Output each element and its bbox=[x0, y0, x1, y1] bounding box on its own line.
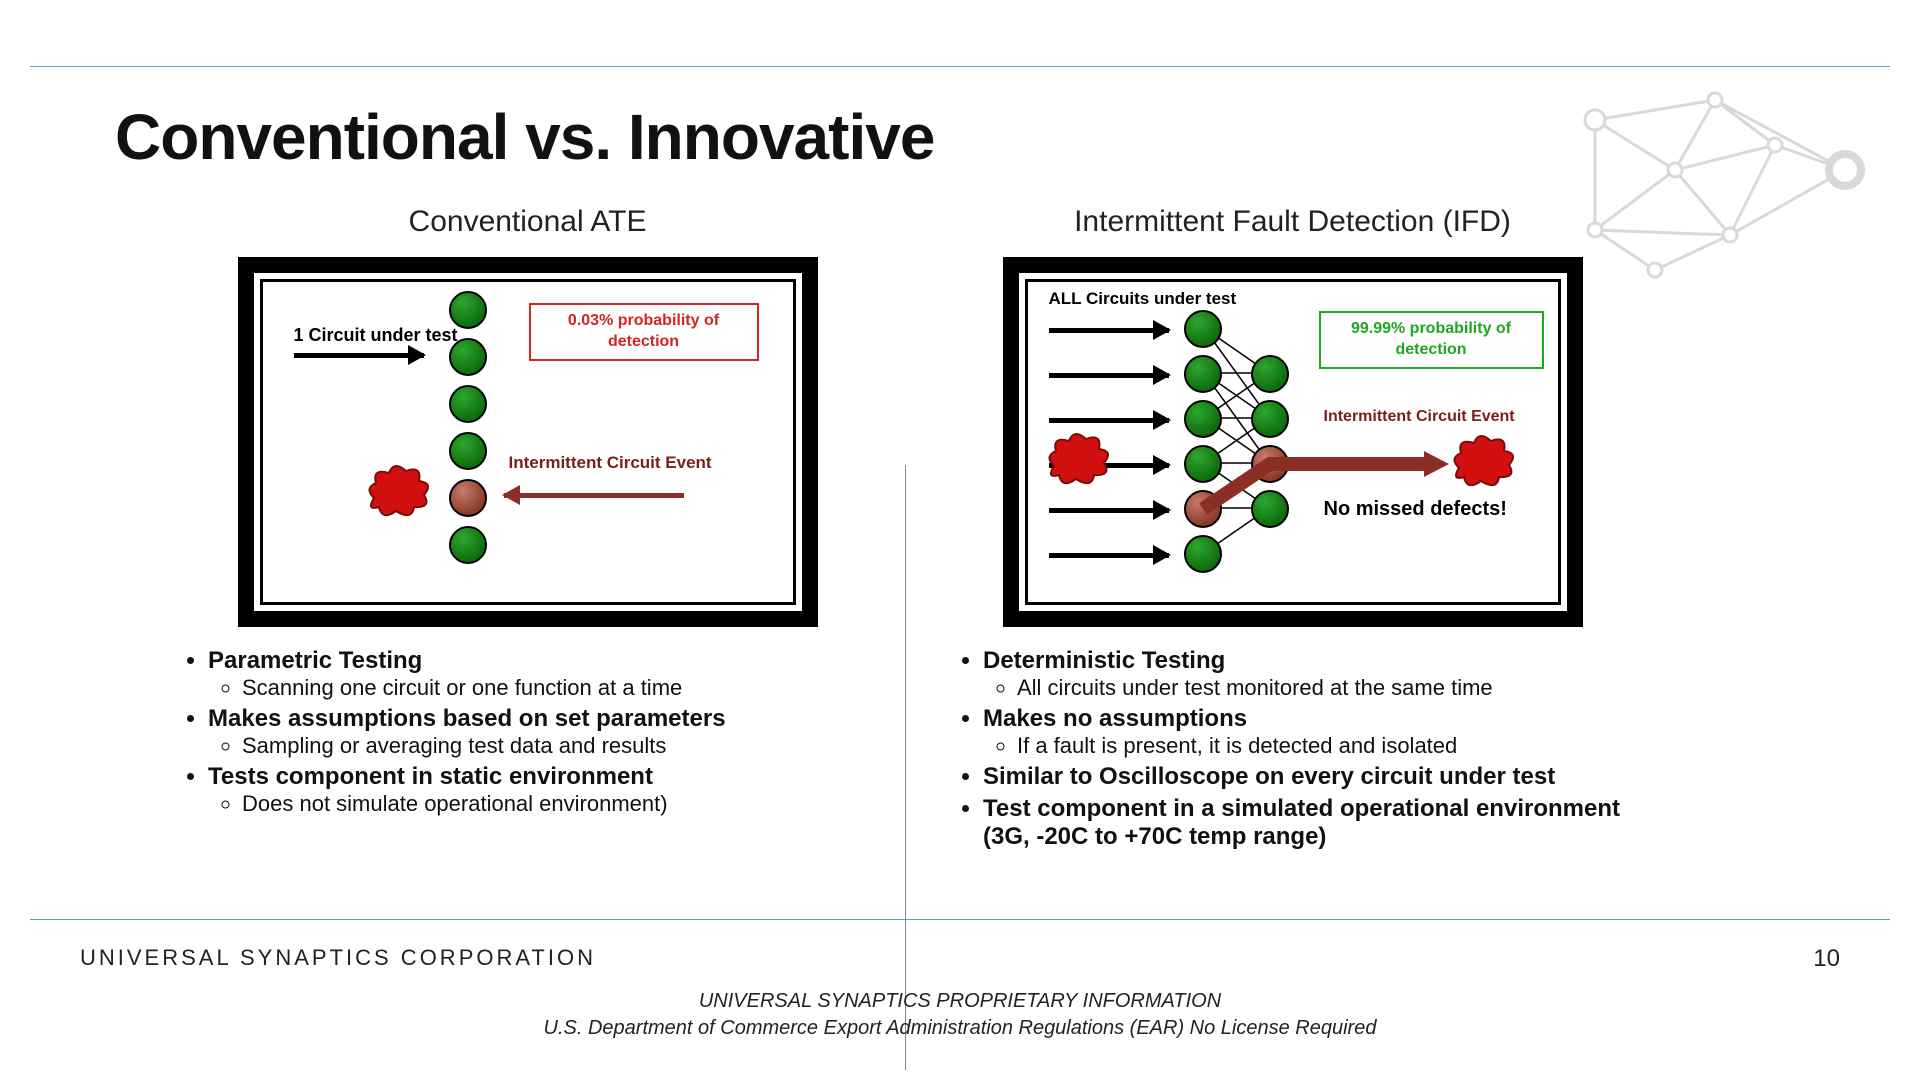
circuit-node bbox=[1184, 355, 1222, 393]
circuit-node bbox=[449, 385, 487, 423]
bullet-item: Makes assumptions based on set parameter… bbox=[208, 705, 885, 759]
probability-box: 99.99% probability of detection bbox=[1319, 311, 1544, 369]
circuit-node bbox=[449, 338, 487, 376]
sub-bullet-item: If a fault is present, it is detected an… bbox=[1017, 733, 1640, 759]
event-label: Intermittent Circuit Event bbox=[509, 453, 712, 473]
bullet-item: Similar to Oscilloscope on every circuit… bbox=[983, 763, 1640, 791]
circuit-node bbox=[1251, 355, 1289, 393]
circuit-label: ALL Circuits under test bbox=[1049, 289, 1237, 309]
bullet-item: Tests component in static environment Do… bbox=[208, 763, 885, 817]
fault-cloud-icon bbox=[1449, 433, 1519, 488]
arrow-icon bbox=[294, 353, 424, 358]
circuit-node bbox=[1184, 310, 1222, 348]
right-bullet-list: Deterministic Testing All circuits under… bbox=[945, 647, 1640, 851]
circuit-node-fault bbox=[449, 479, 487, 517]
right-column-title: Intermittent Fault Detection (IFD) bbox=[945, 205, 1640, 239]
left-bullet-list: Parametric Testing Scanning one circuit … bbox=[170, 647, 885, 817]
divider-bottom bbox=[30, 919, 1890, 920]
circuit-node-fault bbox=[1251, 445, 1289, 483]
bullet-text: Parametric Testing bbox=[208, 647, 422, 674]
bullet-text: Makes assumptions based on set parameter… bbox=[208, 705, 726, 732]
bullet-text: Similar to Oscilloscope on every circuit… bbox=[983, 763, 1555, 790]
left-column-title: Conventional ATE bbox=[170, 205, 885, 239]
left-diagram: 1 Circuit under test 0.03% probability o… bbox=[238, 257, 818, 627]
divider-top bbox=[30, 66, 1890, 67]
arrow-icon bbox=[1049, 328, 1169, 333]
right-diagram: ALL Circuits under test bbox=[1003, 257, 1583, 627]
probability-box: 0.03% probability of detection bbox=[529, 303, 759, 361]
column-divider bbox=[905, 465, 906, 1070]
circuit-node bbox=[1184, 445, 1222, 483]
circuit-node bbox=[449, 432, 487, 470]
arrow-icon bbox=[1049, 373, 1169, 378]
sub-bullet-item: Sampling or averaging test data and resu… bbox=[242, 733, 885, 759]
right-column: Intermittent Fault Detection (IFD) ALL C… bbox=[905, 205, 1640, 855]
footer-page-number: 10 bbox=[1813, 945, 1840, 973]
footer-company: UNIVERSAL SYNAPTICS CORPORATION bbox=[80, 945, 596, 971]
comparison-columns: Conventional ATE 1 Circuit under test 0.… bbox=[170, 205, 1640, 855]
bullet-text: Tests component in static environment bbox=[208, 763, 653, 790]
arrow-icon bbox=[1049, 508, 1169, 513]
circuit-node bbox=[1184, 535, 1222, 573]
arrow-icon bbox=[1049, 553, 1169, 558]
footer-line1: UNIVERSAL SYNAPTICS PROPRIETARY INFORMAT… bbox=[0, 988, 1920, 1015]
footer-line2: U.S. Department of Commerce Export Admin… bbox=[0, 1015, 1920, 1042]
sub-bullet-item: All circuits under test monitored at the… bbox=[1017, 675, 1640, 701]
circuit-label: 1 Circuit under test bbox=[294, 325, 458, 346]
left-column: Conventional ATE 1 Circuit under test 0.… bbox=[170, 205, 905, 855]
footer-disclaimer: UNIVERSAL SYNAPTICS PROPRIETARY INFORMAT… bbox=[0, 988, 1920, 1042]
arrow-icon bbox=[504, 493, 684, 498]
sub-bullet-item: Scanning one circuit or one function at … bbox=[242, 675, 885, 701]
bullet-item: Deterministic Testing All circuits under… bbox=[983, 647, 1640, 701]
bullet-text: Deterministic Testing bbox=[983, 647, 1225, 674]
fault-cloud-icon bbox=[1044, 431, 1114, 486]
page-title: Conventional vs. Innovative bbox=[115, 100, 934, 174]
arrow-icon bbox=[1049, 418, 1169, 423]
fault-cloud-icon bbox=[364, 463, 434, 518]
circuit-node bbox=[449, 526, 487, 564]
miss-label: No missed defects! bbox=[1324, 498, 1507, 521]
bullet-item: Test component in a simulated operationa… bbox=[983, 795, 1640, 851]
circuit-node bbox=[1251, 490, 1289, 528]
circuit-node bbox=[1184, 400, 1222, 438]
bullet-item: Makes no assumptions If a fault is prese… bbox=[983, 705, 1640, 759]
circuit-node bbox=[449, 291, 487, 329]
event-label: Intermittent Circuit Event bbox=[1324, 408, 1515, 426]
bullet-text: Makes no assumptions bbox=[983, 705, 1247, 732]
bullet-text: Test component in a simulated operationa… bbox=[983, 795, 1620, 850]
sub-bullet-item: Does not simulate operational environmen… bbox=[242, 791, 885, 817]
bullet-item: Parametric Testing Scanning one circuit … bbox=[208, 647, 885, 701]
circuit-node bbox=[1251, 400, 1289, 438]
circuit-node-fault bbox=[1184, 490, 1222, 528]
